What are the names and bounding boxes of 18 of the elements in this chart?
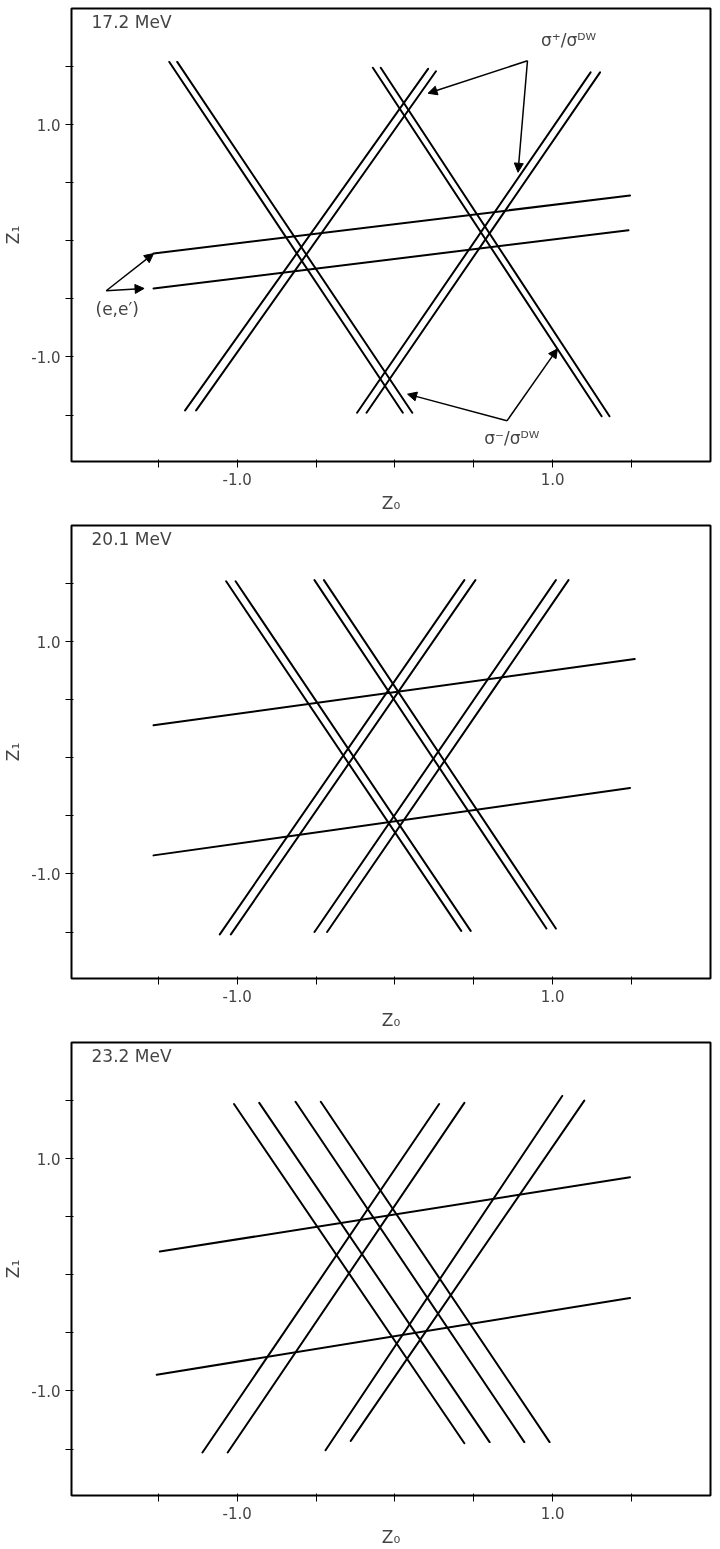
x-axis-title: Z₀	[381, 1009, 401, 1030]
y-tick-label: -1.0	[31, 1382, 61, 1401]
x-axis-title: Z₀	[381, 1526, 401, 1547]
y-tick-label: 1.0	[36, 633, 61, 652]
chart-title: 17.2 MeV	[91, 11, 172, 32]
annotation: σ⁺/σᴰᵂ	[540, 29, 597, 50]
y-axis-title: Z₁	[3, 225, 24, 245]
annotation: (e,e′)	[95, 299, 139, 320]
chart-title: 20.1 MeV	[91, 528, 172, 549]
annotation: σ⁻/σᴰᵂ	[484, 428, 540, 449]
y-axis-title: Z₁	[3, 742, 24, 762]
x-axis-title: Z₀	[381, 492, 401, 513]
y-tick-label: 1.0	[36, 116, 61, 135]
y-tick-label: -1.0	[31, 865, 61, 884]
y-tick-label: 1.0	[36, 1150, 61, 1169]
y-axis-title: Z₁	[3, 1259, 24, 1279]
y-tick-label: -1.0	[31, 348, 61, 367]
chart-title: 23.2 MeV	[91, 1045, 172, 1066]
